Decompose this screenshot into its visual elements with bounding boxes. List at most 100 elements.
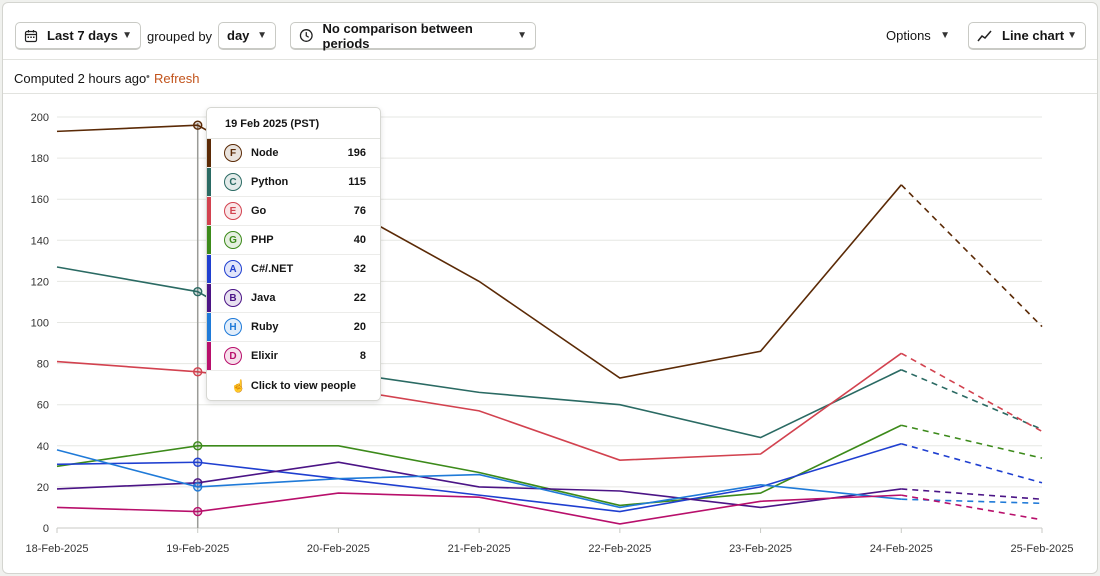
chart-type-label: Line chart bbox=[1002, 28, 1065, 43]
series-badge: D bbox=[224, 347, 242, 365]
series-badge: A bbox=[224, 260, 242, 278]
view-people-button[interactable]: ☝ Click to view people bbox=[207, 371, 380, 401]
computed-status: Computed 2 hours ago bbox=[14, 71, 147, 86]
series-color-bar bbox=[207, 226, 211, 254]
series-badge: G bbox=[224, 231, 242, 249]
series-value: 22 bbox=[353, 292, 366, 304]
tooltip-row: H Ruby 20 bbox=[207, 313, 380, 342]
series-line-incomplete bbox=[900, 184, 1043, 328]
series-value: 20 bbox=[353, 321, 366, 333]
data-point bbox=[193, 286, 203, 297]
series-value: 32 bbox=[353, 263, 366, 275]
date-range-dropdown[interactable]: Last 7 days ▼ bbox=[15, 22, 141, 50]
chevron-down-icon: ▼ bbox=[257, 30, 267, 41]
series-ruby bbox=[56, 449, 1043, 509]
series-badge: C bbox=[224, 173, 242, 191]
y-tick-label: 20 bbox=[37, 482, 49, 494]
series-elixir bbox=[56, 492, 1043, 525]
chevron-down-icon: ▼ bbox=[1067, 30, 1077, 41]
data-point bbox=[193, 457, 203, 467]
series-line bbox=[56, 442, 902, 513]
series-node bbox=[56, 120, 1043, 379]
series-value: 76 bbox=[353, 205, 366, 217]
tooltip-row: E Go 76 bbox=[207, 197, 380, 226]
series-color-bar bbox=[207, 342, 211, 370]
y-tick-label: 100 bbox=[31, 318, 49, 330]
clock-icon bbox=[299, 29, 313, 42]
line-chart: 0 20 40 60 80 100 120 140 160 180 200 18-Feb-2025 19… bbox=[26, 112, 1074, 555]
series-color-bar bbox=[207, 313, 211, 341]
series-line bbox=[56, 124, 902, 379]
series-java bbox=[56, 461, 1043, 509]
series-badge: B bbox=[224, 289, 242, 307]
series-color-bar bbox=[207, 255, 211, 283]
interval-label: day bbox=[227, 28, 250, 43]
status-bar: Computed 2 hours ago • Refresh bbox=[3, 60, 1097, 94]
tooltip-rows: F Node 196 C Python 115 E Go 76 G PHP 40 A C#/.NET 32 B… bbox=[207, 139, 380, 371]
data-point bbox=[193, 482, 203, 492]
series-name: Elixir bbox=[251, 350, 278, 362]
series-line-incomplete bbox=[901, 442, 1043, 484]
series-line-incomplete bbox=[901, 498, 1043, 505]
series-color-bar bbox=[207, 197, 211, 225]
y-tick-label: 140 bbox=[31, 235, 49, 247]
series-badge: H bbox=[224, 318, 242, 336]
series-name: Node bbox=[251, 147, 279, 159]
chart-type-dropdown[interactable]: Line chart ▼ bbox=[968, 22, 1086, 50]
series-badge: F bbox=[224, 144, 242, 162]
data-point bbox=[193, 441, 203, 451]
series-name: Go bbox=[251, 205, 267, 217]
y-tick-label: 200 bbox=[31, 112, 49, 124]
chevron-down-icon: ▼ bbox=[940, 30, 950, 41]
x-tick-label: 23-Feb-2025 bbox=[729, 543, 792, 555]
date-range-label: Last 7 days bbox=[47, 28, 118, 43]
x-tick-label: 22-Feb-2025 bbox=[588, 543, 651, 555]
series-line-incomplete bbox=[900, 352, 1043, 433]
view-people-label: Click to view people bbox=[250, 380, 357, 392]
series-value: 196 bbox=[347, 147, 366, 159]
options-label: Options bbox=[886, 28, 931, 43]
series-name: Ruby bbox=[251, 321, 279, 333]
series-value: 40 bbox=[353, 234, 366, 246]
series-c-net bbox=[56, 442, 1043, 513]
interval-dropdown[interactable]: day ▼ bbox=[218, 22, 276, 50]
comparison-dropdown[interactable]: No comparison between periods ▼ bbox=[290, 20, 536, 51]
series-line-incomplete bbox=[901, 488, 1043, 501]
refresh-link[interactable]: Refresh bbox=[154, 71, 200, 86]
tooltip-row: B Java 22 bbox=[207, 284, 380, 313]
series-line bbox=[56, 266, 902, 439]
comparison-label: No comparison between periods bbox=[322, 20, 473, 51]
series-name: Python bbox=[251, 176, 289, 188]
data-point bbox=[193, 120, 203, 130]
series-color-bar bbox=[207, 139, 211, 167]
series-line bbox=[56, 449, 902, 509]
series-line-incomplete bbox=[901, 494, 1043, 521]
series-line bbox=[56, 492, 902, 525]
pointer-hand-icon: ☝ bbox=[230, 379, 246, 393]
data-point bbox=[193, 367, 203, 377]
y-tick-label: 120 bbox=[31, 276, 49, 288]
series-name: PHP bbox=[251, 234, 274, 246]
series-line-incomplete bbox=[901, 424, 1043, 459]
series-line bbox=[56, 424, 902, 507]
series-line-incomplete bbox=[900, 369, 1043, 431]
data-point bbox=[193, 506, 203, 517]
series-php bbox=[56, 424, 1043, 507]
x-tick-label: 24-Feb-2025 bbox=[870, 543, 933, 555]
y-tick-label: 0 bbox=[43, 523, 49, 535]
x-tick-label: 25-Feb-2025 bbox=[1011, 543, 1074, 555]
x-tick-label: 19-Feb-2025 bbox=[166, 543, 229, 555]
tooltip-row: C Python 115 bbox=[207, 168, 380, 197]
y-tick-label: 60 bbox=[37, 400, 49, 412]
series-name: C#/.NET bbox=[251, 263, 294, 275]
series-go bbox=[56, 352, 1043, 461]
x-tick-label: 20-Feb-2025 bbox=[307, 543, 370, 555]
options-dropdown[interactable]: Options ▼ bbox=[877, 22, 959, 50]
series-name: Java bbox=[251, 292, 276, 304]
tooltip-row: F Node 196 bbox=[207, 139, 380, 168]
line-chart-icon bbox=[977, 30, 992, 41]
chevron-down-icon: ▼ bbox=[122, 30, 132, 41]
series-color-bar bbox=[207, 168, 211, 196]
series-value: 115 bbox=[348, 176, 366, 188]
